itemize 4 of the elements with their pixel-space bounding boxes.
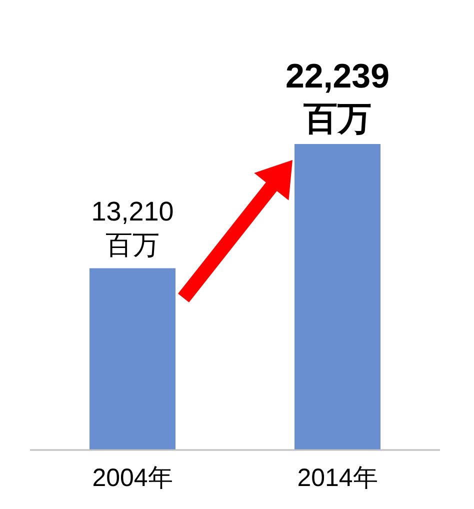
data-label: 22,239 百万 <box>286 58 390 138</box>
data-label: 13,210 百万 <box>91 196 174 260</box>
x-tick-label: 2004年 <box>92 464 173 492</box>
x-tick-label: 2014年 <box>297 464 378 492</box>
